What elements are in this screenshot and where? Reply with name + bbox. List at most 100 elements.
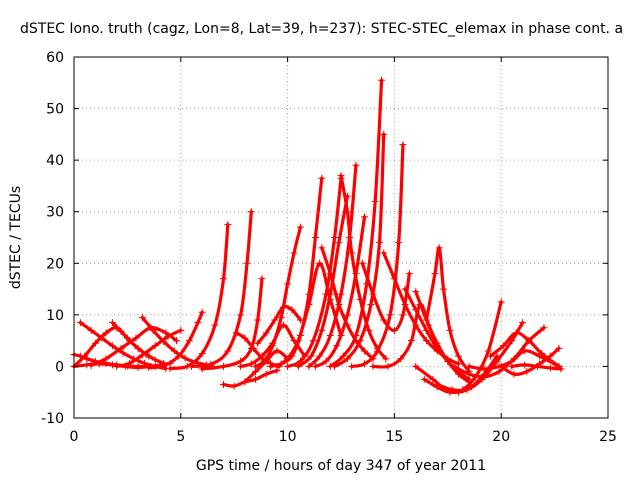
data-point <box>382 355 390 363</box>
plot-frame <box>73 56 609 419</box>
data-point <box>220 380 228 388</box>
data-point <box>343 311 351 319</box>
data-point <box>162 329 170 337</box>
data-point <box>108 342 116 350</box>
data-point <box>412 321 420 329</box>
axis-ticks <box>73 56 609 419</box>
data-point <box>224 347 232 355</box>
data-point <box>420 375 428 383</box>
data-point <box>555 344 563 352</box>
data-point <box>260 357 268 365</box>
data-point <box>448 386 456 394</box>
data-point <box>307 352 315 360</box>
data-point <box>273 347 281 355</box>
data-point <box>241 334 249 342</box>
data-point <box>352 161 360 169</box>
data-point <box>267 362 275 370</box>
series-line <box>189 210 253 369</box>
series-4 <box>76 319 170 372</box>
data-point <box>380 316 388 324</box>
data-point <box>279 321 287 329</box>
data-point <box>134 344 142 352</box>
data-point <box>412 306 420 314</box>
data-point <box>117 327 125 335</box>
data-point <box>211 321 219 329</box>
data-point <box>254 316 262 324</box>
data-point <box>367 301 375 309</box>
data-point <box>433 339 441 347</box>
series-26 <box>326 76 386 370</box>
data-point <box>311 362 319 370</box>
data-point <box>296 223 304 231</box>
data-point <box>360 347 368 355</box>
data-point <box>258 275 266 283</box>
data-point <box>237 311 245 319</box>
data-point <box>271 316 279 324</box>
data-point <box>333 342 341 350</box>
data-point <box>181 354 189 362</box>
data-point <box>249 344 257 352</box>
x-tick-labels: 0 5 10 15 20 25 <box>70 429 617 445</box>
data-point <box>405 270 413 278</box>
data-point <box>435 244 443 252</box>
data-point <box>497 298 505 306</box>
series-line <box>256 304 303 345</box>
data-point <box>305 362 313 370</box>
data-point <box>497 362 505 370</box>
x-tick-label: 15 <box>385 429 403 445</box>
data-point <box>134 363 142 371</box>
data-point <box>170 347 178 355</box>
data-point <box>399 311 407 319</box>
series-line <box>286 176 343 369</box>
y-tick-label: 20 <box>46 256 64 272</box>
data-point <box>254 339 262 347</box>
data-point <box>446 326 454 334</box>
data-point <box>83 361 91 369</box>
chart-title: dSTEC Iono. truth (cagz, Lon=8, Lat=39, … <box>20 21 623 37</box>
data-point <box>546 364 554 372</box>
data-point <box>230 382 238 390</box>
data-point <box>538 350 546 358</box>
data-point <box>290 249 298 257</box>
series-30 <box>358 259 413 334</box>
data-point <box>91 339 99 347</box>
data-point <box>326 270 334 278</box>
data-point <box>262 329 270 337</box>
y-tick-label: 10 <box>46 308 64 324</box>
series-line <box>313 215 367 369</box>
data-point <box>433 380 441 388</box>
y-tick-labels: -10 0 10 20 30 40 50 60 <box>41 50 64 427</box>
series-6 <box>108 319 168 367</box>
data-point <box>316 352 324 360</box>
data-point <box>397 355 405 363</box>
series-12 <box>198 275 266 373</box>
data-point <box>557 365 565 373</box>
data-point <box>337 172 345 180</box>
data-point <box>145 363 153 371</box>
data-point <box>138 313 146 321</box>
series-18 <box>254 303 304 347</box>
data-point <box>318 244 326 252</box>
data-point <box>326 331 334 339</box>
data-point <box>305 301 313 309</box>
series-43 <box>508 361 565 373</box>
data-point <box>119 349 127 357</box>
data-point <box>284 355 292 363</box>
data-point <box>187 362 195 370</box>
series-23 <box>305 161 360 370</box>
data-point <box>343 321 351 329</box>
data-point <box>87 326 95 334</box>
data-point <box>185 337 193 345</box>
series-line <box>360 261 411 332</box>
data-point <box>510 370 518 378</box>
data-point <box>149 326 157 334</box>
data-point <box>356 295 364 303</box>
data-point <box>151 342 159 350</box>
y-tick-label: 60 <box>46 50 64 66</box>
series-10 <box>166 221 232 372</box>
data-point <box>525 337 533 345</box>
data-point <box>252 362 260 370</box>
series-11 <box>187 208 255 370</box>
x-axis-label: GPS time / hours of day 347 of year 2011 <box>196 458 486 474</box>
